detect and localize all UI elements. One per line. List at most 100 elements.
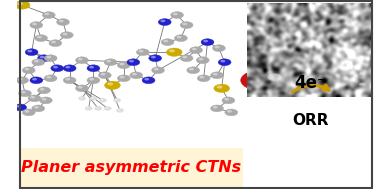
Circle shape bbox=[200, 76, 204, 78]
Circle shape bbox=[51, 41, 56, 43]
Circle shape bbox=[154, 68, 159, 70]
Circle shape bbox=[21, 91, 26, 94]
Circle shape bbox=[39, 97, 53, 104]
Circle shape bbox=[104, 59, 117, 66]
Circle shape bbox=[76, 57, 88, 64]
Circle shape bbox=[222, 97, 235, 104]
Circle shape bbox=[32, 23, 37, 25]
Circle shape bbox=[32, 59, 45, 66]
Circle shape bbox=[78, 96, 86, 100]
Circle shape bbox=[180, 55, 193, 62]
Circle shape bbox=[22, 67, 35, 74]
Circle shape bbox=[214, 84, 230, 92]
Circle shape bbox=[120, 76, 124, 78]
Circle shape bbox=[80, 97, 82, 98]
Circle shape bbox=[57, 19, 69, 26]
Circle shape bbox=[28, 95, 41, 102]
Circle shape bbox=[49, 40, 62, 46]
Circle shape bbox=[164, 40, 168, 42]
Circle shape bbox=[60, 32, 73, 39]
Circle shape bbox=[241, 70, 278, 90]
Circle shape bbox=[105, 107, 108, 108]
Circle shape bbox=[65, 78, 70, 81]
Circle shape bbox=[114, 98, 121, 102]
Text: 4e⁻: 4e⁻ bbox=[294, 74, 326, 92]
Circle shape bbox=[34, 35, 48, 42]
Circle shape bbox=[118, 109, 120, 111]
Circle shape bbox=[261, 70, 299, 90]
Circle shape bbox=[34, 60, 39, 62]
Circle shape bbox=[44, 55, 57, 62]
Circle shape bbox=[247, 74, 261, 81]
Circle shape bbox=[189, 68, 194, 70]
Circle shape bbox=[192, 48, 197, 50]
Circle shape bbox=[211, 105, 224, 112]
Circle shape bbox=[120, 63, 124, 65]
Circle shape bbox=[130, 72, 142, 79]
Circle shape bbox=[65, 66, 70, 68]
Circle shape bbox=[45, 13, 50, 15]
Circle shape bbox=[132, 73, 137, 75]
Circle shape bbox=[24, 110, 29, 113]
Circle shape bbox=[127, 59, 140, 66]
Circle shape bbox=[203, 40, 208, 42]
Circle shape bbox=[27, 50, 32, 52]
Circle shape bbox=[99, 98, 106, 102]
Circle shape bbox=[14, 104, 27, 111]
Circle shape bbox=[46, 76, 51, 78]
Circle shape bbox=[214, 46, 219, 48]
Circle shape bbox=[22, 109, 35, 116]
Circle shape bbox=[59, 20, 64, 22]
Circle shape bbox=[16, 105, 21, 108]
Circle shape bbox=[152, 67, 165, 74]
Circle shape bbox=[107, 82, 113, 86]
Circle shape bbox=[91, 97, 94, 98]
Circle shape bbox=[38, 55, 50, 62]
Circle shape bbox=[24, 68, 29, 70]
Circle shape bbox=[106, 60, 111, 62]
Circle shape bbox=[38, 87, 50, 94]
Circle shape bbox=[161, 39, 174, 46]
Circle shape bbox=[87, 65, 100, 72]
Circle shape bbox=[100, 73, 105, 75]
Circle shape bbox=[30, 77, 43, 84]
Circle shape bbox=[217, 85, 222, 89]
Circle shape bbox=[359, 83, 365, 86]
Circle shape bbox=[160, 20, 165, 22]
Circle shape bbox=[117, 108, 124, 112]
Circle shape bbox=[356, 81, 372, 90]
Circle shape bbox=[18, 90, 32, 97]
Circle shape bbox=[173, 13, 178, 15]
Circle shape bbox=[25, 49, 38, 56]
Circle shape bbox=[177, 36, 182, 38]
Circle shape bbox=[87, 77, 100, 84]
Circle shape bbox=[174, 35, 188, 42]
Circle shape bbox=[63, 77, 76, 84]
Circle shape bbox=[136, 49, 149, 56]
Circle shape bbox=[117, 75, 130, 82]
Circle shape bbox=[198, 58, 203, 60]
Circle shape bbox=[14, 1, 30, 9]
FancyArrowPatch shape bbox=[292, 85, 329, 92]
Circle shape bbox=[139, 50, 144, 52]
Circle shape bbox=[190, 47, 202, 54]
Circle shape bbox=[129, 60, 134, 62]
Circle shape bbox=[86, 107, 89, 108]
Circle shape bbox=[63, 65, 76, 72]
Circle shape bbox=[98, 72, 111, 79]
Circle shape bbox=[105, 81, 120, 89]
Circle shape bbox=[149, 55, 162, 62]
Circle shape bbox=[63, 33, 68, 35]
Circle shape bbox=[115, 99, 117, 101]
Circle shape bbox=[90, 96, 97, 100]
Circle shape bbox=[158, 19, 171, 26]
Circle shape bbox=[78, 58, 82, 60]
Circle shape bbox=[213, 73, 217, 75]
Circle shape bbox=[196, 57, 209, 64]
Circle shape bbox=[42, 12, 55, 19]
Circle shape bbox=[169, 49, 175, 52]
Circle shape bbox=[30, 96, 35, 98]
Circle shape bbox=[213, 106, 217, 109]
Circle shape bbox=[197, 75, 210, 82]
Circle shape bbox=[227, 110, 232, 113]
